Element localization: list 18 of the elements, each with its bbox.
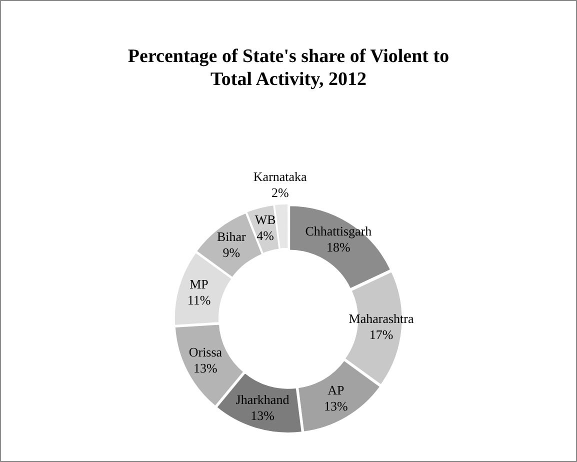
data-label: 18% [326, 240, 351, 255]
data-label: 2% [271, 185, 289, 200]
slice-label: Karnataka [253, 169, 308, 184]
slice-label: WB [254, 212, 276, 228]
slice-label: Jharkhand [236, 392, 290, 407]
data-label: 17% [369, 327, 394, 342]
slice-label: Bihar [216, 228, 246, 244]
chart-title: Percentage of State's share of Violent to Total Activity, 2012 [126, 45, 450, 91]
slice-label: AP [328, 382, 344, 398]
data-label: 13% [324, 398, 348, 414]
slice-label: Orissa [188, 344, 222, 360]
data-label: 11% [187, 292, 211, 308]
slice-label: Maharashtra [348, 311, 414, 326]
data-label: 4% [256, 228, 274, 244]
data-label: 9% [222, 244, 240, 260]
data-label: 13% [194, 360, 218, 376]
slice-label: MP [190, 276, 208, 292]
data-label: 13% [250, 408, 275, 423]
